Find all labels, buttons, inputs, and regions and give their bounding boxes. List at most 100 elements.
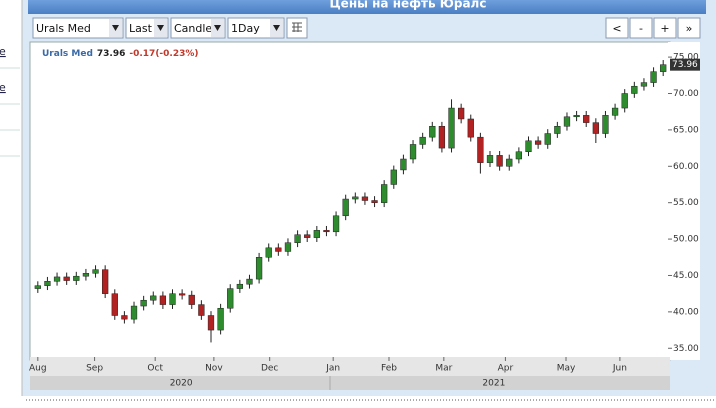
x-tick-label: Dec bbox=[261, 364, 278, 374]
candle-body bbox=[236, 283, 243, 289]
icon-button[interactable] bbox=[286, 17, 308, 39]
x-tick-label: Mar bbox=[435, 364, 452, 374]
y-tick-label: 40.00 bbox=[673, 307, 699, 317]
legend-part: -0.17(-0.23%) bbox=[129, 49, 198, 59]
candle-body bbox=[361, 196, 369, 201]
legend: Urals Med 73.96 -0.17(-0.23%) bbox=[42, 49, 199, 59]
y-tick-label: 35.00 bbox=[673, 344, 699, 354]
icon bbox=[292, 22, 302, 32]
candle-body bbox=[313, 230, 320, 238]
dropdown-label: Candle bbox=[174, 22, 212, 35]
candle-body bbox=[602, 115, 609, 134]
candle-body bbox=[544, 133, 551, 145]
candle-body bbox=[506, 158, 513, 167]
plot-frame bbox=[29, 41, 671, 361]
candle-body bbox=[621, 93, 628, 109]
candle-body bbox=[371, 200, 378, 203]
candle-body bbox=[63, 276, 70, 281]
nav-button[interactable] bbox=[605, 17, 629, 39]
nav-button-label[interactable]: - bbox=[639, 22, 643, 35]
candle-body bbox=[390, 169, 397, 185]
candle-body bbox=[304, 234, 311, 238]
year-band bbox=[30, 376, 670, 390]
candle-body bbox=[275, 247, 282, 252]
candle-body bbox=[92, 269, 99, 274]
candle-body bbox=[640, 82, 648, 87]
nav-button-label[interactable]: + bbox=[660, 22, 669, 35]
candle-body bbox=[429, 126, 436, 138]
candle-body bbox=[525, 140, 532, 152]
legend-part: 73.96 bbox=[97, 49, 125, 59]
candle-body bbox=[198, 304, 205, 316]
candle-body bbox=[419, 136, 426, 145]
candle-body bbox=[486, 155, 494, 163]
candle-body bbox=[217, 307, 224, 331]
legend-part: Urals Med bbox=[42, 49, 93, 59]
candle-body bbox=[178, 293, 186, 296]
x-tick-label: Jun bbox=[612, 364, 627, 374]
candle-body bbox=[554, 126, 561, 134]
year-label: 2021 bbox=[482, 379, 505, 389]
candle-body bbox=[265, 247, 272, 258]
y-tick-label: 65.00 bbox=[673, 125, 699, 135]
x-tick-label: Feb bbox=[381, 364, 397, 374]
candle-body bbox=[227, 288, 234, 309]
candle-body bbox=[294, 234, 301, 243]
candle-body bbox=[515, 151, 523, 160]
dropdown-label: Urals Med bbox=[36, 22, 91, 35]
candle-body bbox=[323, 230, 330, 233]
nav-button[interactable] bbox=[629, 17, 653, 39]
nav-button[interactable] bbox=[677, 17, 701, 39]
candle-body bbox=[496, 155, 503, 167]
candle-body bbox=[130, 305, 138, 320]
candle-body bbox=[592, 122, 599, 134]
candle-body bbox=[458, 107, 465, 120]
x-tick-label: May bbox=[557, 364, 576, 374]
nav-button-label[interactable]: » bbox=[686, 22, 693, 35]
dropdown-label: Last bbox=[129, 22, 153, 35]
candle-body bbox=[332, 215, 340, 233]
candle-body bbox=[111, 293, 118, 316]
candle-body bbox=[169, 293, 176, 305]
nav-button[interactable] bbox=[653, 17, 677, 39]
dropdown-label: 1Day bbox=[231, 22, 260, 35]
y-tick-label: 60.00 bbox=[673, 162, 699, 172]
title: Цены на нефть Юралс bbox=[330, 0, 487, 11]
candle-body bbox=[583, 115, 590, 123]
y-tick-label: 70.00 bbox=[673, 89, 699, 99]
candle-body bbox=[352, 196, 359, 200]
dropdown-arrow bbox=[112, 25, 119, 31]
dropdown-arrow bbox=[273, 25, 280, 31]
candle-body bbox=[140, 299, 147, 307]
candle-body bbox=[660, 64, 667, 72]
candle-body bbox=[650, 71, 657, 83]
x-tick-label: Sep bbox=[86, 364, 103, 374]
y-tick-label: 45.00 bbox=[673, 271, 699, 281]
y-tick-label: 75.00 bbox=[673, 53, 699, 63]
candle-body bbox=[82, 273, 90, 277]
candle-body bbox=[611, 107, 619, 116]
candle-body bbox=[44, 281, 51, 286]
x-tick-label: Jan bbox=[325, 364, 340, 374]
candle-body bbox=[150, 295, 157, 301]
dropdown-arrow bbox=[157, 25, 164, 31]
x-tick-label: Aug bbox=[29, 364, 47, 374]
nav-button-label[interactable]: < bbox=[612, 22, 621, 35]
side-link[interactable]: e bbox=[0, 81, 6, 94]
candle-body bbox=[284, 242, 292, 252]
candle-body bbox=[159, 295, 167, 305]
year-label: 2020 bbox=[170, 379, 193, 389]
candle-body bbox=[563, 116, 571, 127]
title-bar bbox=[28, 0, 706, 14]
last-price-label: 73.96 bbox=[672, 60, 698, 70]
dropdown-arrow bbox=[214, 25, 221, 31]
candle-body bbox=[467, 118, 474, 138]
side-link[interactable]: e bbox=[0, 45, 6, 58]
dropdown[interactable] bbox=[32, 17, 124, 39]
candle-body bbox=[438, 126, 446, 149]
candle-body bbox=[34, 285, 41, 289]
candle-body bbox=[573, 115, 580, 118]
candle-body bbox=[246, 278, 253, 285]
candle-body bbox=[342, 198, 349, 217]
y-axis-area bbox=[668, 42, 700, 360]
